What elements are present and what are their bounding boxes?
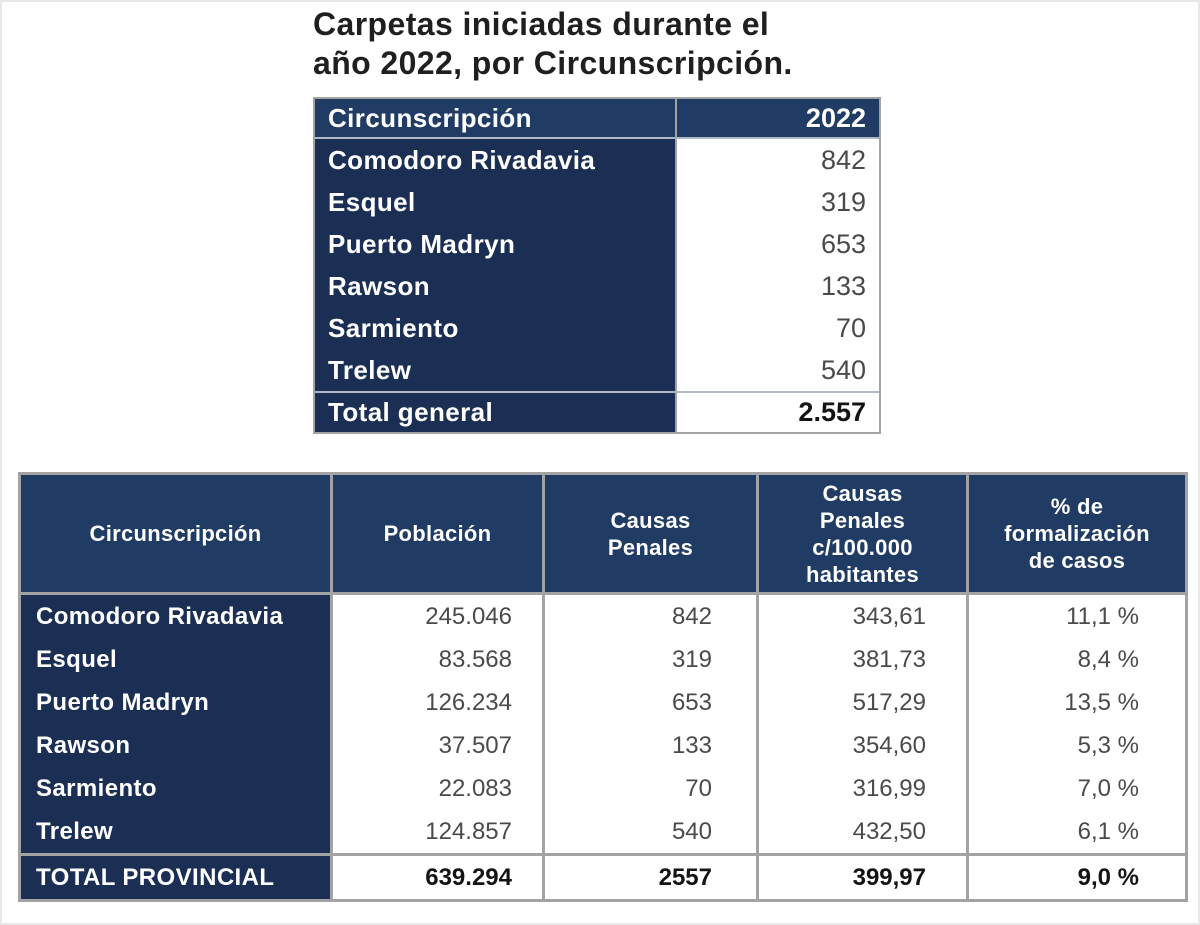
detail-cell-causas: 319 xyxy=(545,638,759,681)
detail-cell-causas: 70 xyxy=(545,767,759,810)
detail-cell-formalizacion: 6,1 % xyxy=(969,810,1185,853)
detail-total-formalizacion: 9,0 % xyxy=(969,853,1185,899)
detail-cell-poblacion: 124.857 xyxy=(333,810,545,853)
summary-row-label: Trelew xyxy=(315,349,677,391)
detail-header-formalizacion: % de formalización de casos xyxy=(969,475,1185,595)
summary-row-label: Comodoro Rivadavia xyxy=(315,139,677,181)
detail-cell-poblacion: 22.083 xyxy=(333,767,545,810)
detail-row-label: Trelew xyxy=(21,810,333,853)
detail-cell-causas: 653 xyxy=(545,681,759,724)
summary-row-value: 540 xyxy=(677,349,879,391)
detail-cell-causas: 133 xyxy=(545,724,759,767)
detail-cell-causas-100k: 432,50 xyxy=(759,810,969,853)
detail-header-poblacion: Población xyxy=(333,475,545,595)
summary-row-value: 842 xyxy=(677,139,879,181)
summary-row-value: 653 xyxy=(677,223,879,265)
summary-row-value: 70 xyxy=(677,307,879,349)
detail-cell-causas-100k: 381,73 xyxy=(759,638,969,681)
detail-header-causas-100k: Causas Penales c/100.000 habitantes xyxy=(759,475,969,595)
detail-cell-causas-100k: 354,60 xyxy=(759,724,969,767)
detail-header-circunscripcion: Circunscripción xyxy=(21,475,333,595)
detail-row-label: Sarmiento xyxy=(21,767,333,810)
detail-cell-causas: 540 xyxy=(545,810,759,853)
summary-header-2022: 2022 xyxy=(677,99,879,139)
detail-cell-formalizacion: 8,4 % xyxy=(969,638,1185,681)
detail-header-causas-penales: Causas Penales xyxy=(545,475,759,595)
detail-cell-formalizacion: 13,5 % xyxy=(969,681,1185,724)
detail-cell-causas-100k: 343,61 xyxy=(759,595,969,638)
detail-total-causas-100k: 399,97 xyxy=(759,853,969,899)
detail-cell-formalizacion: 7,0 % xyxy=(969,767,1185,810)
summary-total-value: 2.557 xyxy=(677,391,879,432)
summary-row-label: Rawson xyxy=(315,265,677,307)
summary-total-label: Total general xyxy=(315,391,677,432)
detail-cell-poblacion: 37.507 xyxy=(333,724,545,767)
page-title: Carpetas iniciadas durante el año 2022, … xyxy=(313,6,793,81)
detail-total-label: TOTAL PROVINCIAL xyxy=(21,853,333,899)
detail-row-label: Comodoro Rivadavia xyxy=(21,595,333,638)
detail-cell-poblacion: 83.568 xyxy=(333,638,545,681)
detail-cell-causas-100k: 517,29 xyxy=(759,681,969,724)
detail-cell-poblacion: 245.046 xyxy=(333,595,545,638)
summary-row-value: 319 xyxy=(677,181,879,223)
summary-table: Circunscripción 2022 Comodoro Rivadavia … xyxy=(313,97,881,434)
summary-header-circunscripcion: Circunscripción xyxy=(315,99,677,139)
detail-row-label: Rawson xyxy=(21,724,333,767)
summary-row-label: Sarmiento xyxy=(315,307,677,349)
detail-row-label: Esquel xyxy=(21,638,333,681)
detail-row-label: Puerto Madryn xyxy=(21,681,333,724)
summary-row-label: Esquel xyxy=(315,181,677,223)
summary-row-value: 133 xyxy=(677,265,879,307)
detail-cell-poblacion: 126.234 xyxy=(333,681,545,724)
detail-cell-causas: 842 xyxy=(545,595,759,638)
detail-cell-formalizacion: 11,1 % xyxy=(969,595,1185,638)
summary-row-label: Puerto Madryn xyxy=(315,223,677,265)
detail-cell-formalizacion: 5,3 % xyxy=(969,724,1185,767)
detail-total-poblacion: 639.294 xyxy=(333,853,545,899)
detail-cell-causas-100k: 316,99 xyxy=(759,767,969,810)
detail-table: Circunscripción Población Causas Penales… xyxy=(18,472,1188,902)
detail-total-causas: 2557 xyxy=(545,853,759,899)
